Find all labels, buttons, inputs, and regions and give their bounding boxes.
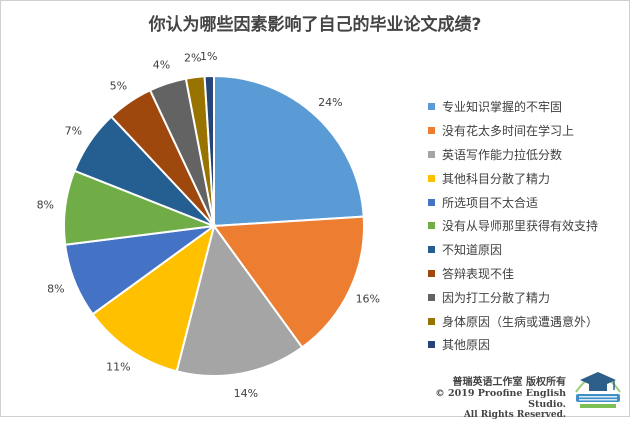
percent-label: 8% xyxy=(37,199,54,212)
percent-label: 16% xyxy=(356,292,380,305)
legend-label: 其他科目分散了精力 xyxy=(442,171,551,186)
legend-item: 身体原因（生病或遭遇意外） xyxy=(428,309,598,333)
legend-item: 因为打工分散了精力 xyxy=(428,285,598,309)
pie-slice xyxy=(175,223,304,377)
legend-item: 不知道原因 xyxy=(428,238,598,262)
pie-slice xyxy=(212,215,365,349)
legend-swatch xyxy=(428,103,435,111)
rights-line: All Rights Reserved. xyxy=(463,410,566,420)
legend-label: 不知道原因 xyxy=(442,243,503,258)
legend-swatch xyxy=(428,341,435,349)
legend-label: 没有从导师那里获得有效支持 xyxy=(442,219,599,234)
copyright-watermark: 普瑞英语工作室 版权所有 © 2019 Proofine English Stu… xyxy=(408,377,566,421)
legend-label: 所选项目不太合适 xyxy=(442,195,539,210)
percent-labels: 24% 16% 14% 11% 8% 8% 7% 5% 4% 2%1% xyxy=(37,50,380,400)
legend-item: 英语写作能力拉低分数 xyxy=(428,143,598,167)
pie-slices xyxy=(62,74,365,377)
percent-label: 24% xyxy=(318,96,342,109)
legend-item: 没有从导师那里获得有效支持 xyxy=(428,214,598,238)
legend-label: 身体原因（生病或遭遇意外） xyxy=(442,314,599,329)
pie-slice xyxy=(91,223,216,373)
legend-item: 其他原因 xyxy=(428,333,598,357)
legend-item: 专业知识掌握的不牢固 xyxy=(428,95,598,119)
chart-title: 你认为哪些因素影响了自己的毕业论文成绩? xyxy=(148,15,482,35)
percent-label: 7% xyxy=(65,124,82,137)
percent-label: 8% xyxy=(47,283,64,296)
percent-label: 2% xyxy=(184,51,201,64)
legend-swatch xyxy=(428,317,435,325)
legend-swatch xyxy=(428,222,435,230)
legend-item: 没有花太多时间在学习上 xyxy=(428,119,598,143)
legend-label: 答辩表现不佳 xyxy=(442,266,515,281)
legend-label: 其他原因 xyxy=(442,338,491,353)
percent-label: 1% xyxy=(200,50,217,63)
percent-label: 5% xyxy=(110,79,127,92)
legend-swatch xyxy=(428,198,435,206)
legend-label: 因为打工分散了精力 xyxy=(442,290,551,305)
legend-item: 其他科目分散了精力 xyxy=(428,166,598,190)
legend-swatch xyxy=(428,174,435,182)
percent-label: 4% xyxy=(153,58,170,71)
legend-label: 英语写作能力拉低分数 xyxy=(442,147,563,162)
percent-label: 14% xyxy=(234,387,258,400)
legend-swatch xyxy=(428,293,435,301)
legend-item: 答辩表现不佳 xyxy=(428,262,598,286)
legend-swatch xyxy=(428,150,435,158)
percent-label: 11% xyxy=(106,361,130,374)
pie-slice xyxy=(213,74,365,228)
chart-legend: 专业知识掌握的不牢固 没有花太多时间在学习上 英语写作能力拉低分数 其他科目分散了精力… xyxy=(428,95,598,357)
copyright-line: © 2019 Proofine English Studio. xyxy=(435,388,566,410)
legend-swatch xyxy=(428,246,435,254)
legend-swatch xyxy=(428,127,435,135)
studio-logo xyxy=(575,372,621,408)
legend-label: 没有花太多时间在学习上 xyxy=(442,124,575,139)
legend-label: 专业知识掌握的不牢固 xyxy=(442,100,563,115)
studio-name: 普瑞英语工作室 版权所有 xyxy=(452,377,566,388)
legend-swatch xyxy=(428,269,435,277)
legend-item: 所选项目不太合适 xyxy=(428,190,598,214)
pie-slice xyxy=(203,74,215,227)
